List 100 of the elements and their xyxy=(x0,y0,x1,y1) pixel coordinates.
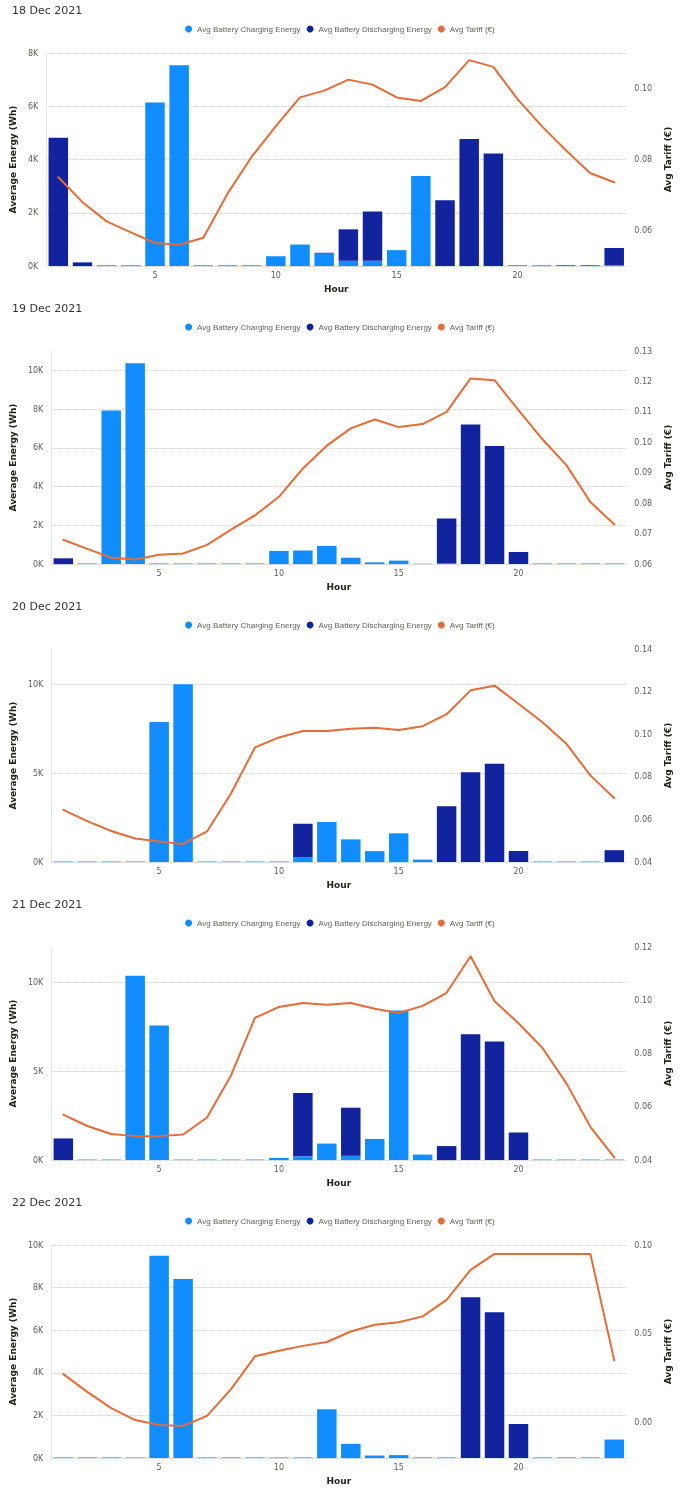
bar xyxy=(125,363,145,565)
y-tick-label: 10K xyxy=(27,365,45,375)
y2-tick-label: 0.00 xyxy=(634,1418,653,1428)
bar xyxy=(266,256,286,267)
x-tick-label: 15 xyxy=(391,270,402,280)
bar xyxy=(149,721,169,863)
y-tick-label: 5K xyxy=(32,768,45,778)
legend-label: Avg Battery Charging Energy xyxy=(197,322,301,332)
bar xyxy=(293,823,313,858)
y-tick-label: 8K xyxy=(32,404,45,414)
y2-tick-label: 0.10 xyxy=(634,1240,653,1250)
y-tick-label: 10K xyxy=(27,1240,45,1250)
bar xyxy=(169,65,189,267)
bar xyxy=(293,1092,313,1157)
x-tick-label: 20 xyxy=(513,1164,524,1174)
y-tick-label: 2K xyxy=(27,208,39,218)
bar xyxy=(341,839,361,863)
y2-tick-label: 0.06 xyxy=(634,226,653,236)
y-tick-label: 4K xyxy=(27,155,39,165)
y2-tick-label: 0.07 xyxy=(634,529,653,539)
legend-label: Avg Battery Charging Energy xyxy=(197,1216,301,1226)
y2-tick-label: 0.10 xyxy=(634,729,653,739)
y2-tick-label: 0.12 xyxy=(634,687,653,697)
bar xyxy=(145,102,165,267)
y-tick-label: 4K xyxy=(32,482,45,492)
bar xyxy=(314,253,334,267)
legend-label: Avg Tariff (€) xyxy=(449,1216,496,1226)
bar xyxy=(484,1312,505,1459)
legend-label: Avg Battery Discharging Energy xyxy=(318,24,432,34)
line-series xyxy=(62,684,616,845)
x-tick-label: 5 xyxy=(156,568,162,578)
y-tick-label: 0K xyxy=(27,261,39,271)
legend-label: Avg Battery Discharging Energy xyxy=(318,322,432,332)
y2-axis-title: Avg Tariff (€) xyxy=(662,1318,673,1385)
y2-tick-label: 0.11 xyxy=(634,407,653,417)
legend-label: Avg Battery Discharging Energy xyxy=(318,620,432,630)
legend-label: Avg Battery Discharging Energy xyxy=(318,918,432,928)
y2-tick-label: 0.08 xyxy=(634,772,653,782)
bar xyxy=(125,975,145,1161)
bar xyxy=(460,424,481,565)
legend-label: Avg Battery Charging Energy xyxy=(197,24,301,34)
legend-label: Avg Battery Charging Energy xyxy=(197,918,301,928)
y2-axis-title: Avg Tariff (€) xyxy=(662,424,673,491)
y-tick-label: 10K xyxy=(27,680,45,690)
y-axis-title: Average Energy (Wh) xyxy=(7,999,18,1108)
bar xyxy=(508,851,529,863)
bar xyxy=(317,1143,337,1161)
y-tick-label: 0K xyxy=(32,1453,45,1463)
bar xyxy=(604,850,625,863)
bar xyxy=(269,1157,289,1161)
bar xyxy=(48,137,69,267)
y2-tick-label: 0.06 xyxy=(634,814,653,824)
chart-title: 18 Dec 2021 xyxy=(12,4,83,17)
bar xyxy=(317,821,337,863)
bar xyxy=(173,1279,193,1459)
bar xyxy=(460,772,481,863)
x-tick-label: 5 xyxy=(152,270,158,280)
legend-label: Avg Tariff (€) xyxy=(449,620,496,630)
y2-tick-label: 0.04 xyxy=(634,857,653,867)
y2-tick-label: 0.14 xyxy=(634,644,653,654)
x-tick-label: 5 xyxy=(156,866,162,876)
x-axis-title: Hour xyxy=(326,879,352,890)
y2-tick-label: 0.04 xyxy=(634,1155,653,1165)
bar xyxy=(293,1156,313,1161)
bar xyxy=(604,1439,625,1459)
bar xyxy=(72,262,93,267)
bar xyxy=(459,139,479,267)
bar xyxy=(290,244,310,267)
bar xyxy=(604,247,624,266)
y-axis-title: Average Energy (Wh) xyxy=(7,701,18,810)
y2-tick-label: 0.08 xyxy=(634,1049,653,1059)
x-tick-label: 20 xyxy=(513,1462,524,1472)
line-series xyxy=(57,59,616,246)
x-tick-label: 15 xyxy=(393,1462,404,1472)
bar xyxy=(317,1409,337,1459)
legend-label: Avg Tariff (€) xyxy=(449,322,496,332)
x-tick-label: 20 xyxy=(513,568,524,578)
y2-axis-title: Avg Tariff (€) xyxy=(662,1020,673,1087)
y-tick-label: 6K xyxy=(27,101,39,111)
bar xyxy=(293,857,313,863)
y2-tick-label: 0.06 xyxy=(634,559,653,569)
y-tick-label: 8K xyxy=(27,48,39,58)
bar xyxy=(460,1034,481,1161)
y-tick-label: 6K xyxy=(32,443,45,453)
y2-tick-label: 0.08 xyxy=(634,155,653,165)
legend-label: Avg Tariff (€) xyxy=(449,918,496,928)
x-tick-label: 10 xyxy=(273,866,285,876)
bar xyxy=(484,1041,505,1161)
bar xyxy=(411,176,431,267)
bar xyxy=(293,550,313,565)
bar xyxy=(388,1455,409,1459)
bar xyxy=(508,551,529,565)
bar xyxy=(436,806,457,863)
bar xyxy=(101,410,121,565)
y-tick-label: 5K xyxy=(32,1066,45,1076)
y-tick-label: 6K xyxy=(32,1325,45,1335)
x-tick-label: 20 xyxy=(513,866,524,876)
y-axis-title: Average Energy (Wh) xyxy=(7,1297,18,1406)
y-tick-label: 2K xyxy=(32,1410,45,1420)
bar xyxy=(341,1107,361,1156)
